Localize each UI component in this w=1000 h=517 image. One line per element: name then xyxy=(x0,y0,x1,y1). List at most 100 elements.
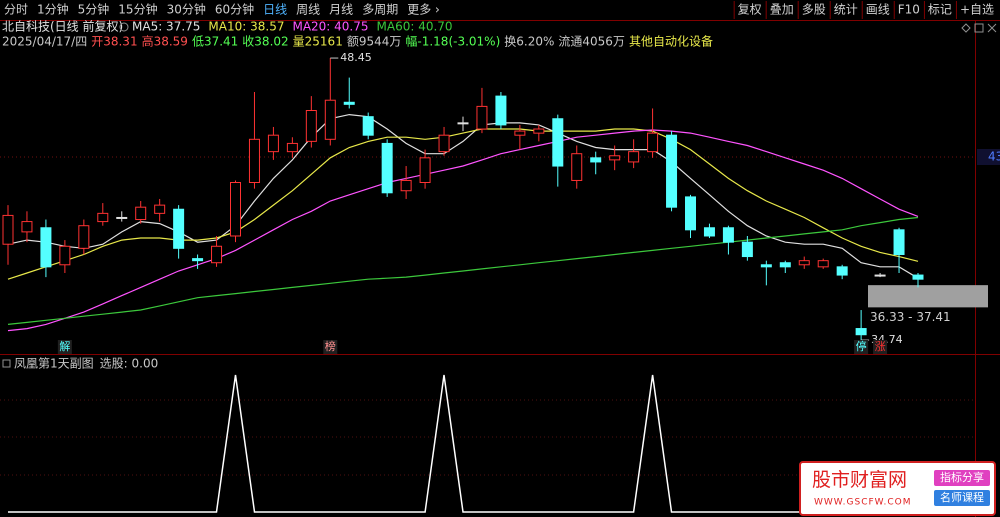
tab[interactable]: 多周期 xyxy=(362,3,398,17)
candle-body xyxy=(817,260,829,268)
candle-body xyxy=(741,241,753,258)
tool-button[interactable]: 标记 xyxy=(928,3,952,17)
candle-body xyxy=(211,245,223,264)
quote-info: 量25161 xyxy=(293,35,343,49)
quote-info: 其他自动化设备 xyxy=(629,35,713,49)
watermark-tag: 指标分享 xyxy=(940,470,984,484)
range-label: 36.33 - 37.41 xyxy=(870,310,951,324)
candle-body xyxy=(248,138,260,184)
candle-body xyxy=(893,229,905,255)
candle-body xyxy=(836,266,848,276)
candle-body xyxy=(267,134,279,153)
candle-body xyxy=(21,221,33,233)
candle-body xyxy=(381,142,393,194)
candle-body xyxy=(685,196,696,231)
ma-legend: MA60: 40.70 xyxy=(377,20,453,34)
quote-info: 流通4056万 xyxy=(558,35,625,49)
candle-body xyxy=(571,153,583,181)
candle-body xyxy=(2,214,14,245)
tool-button[interactable]: 统计 xyxy=(834,3,858,17)
event-marker[interactable]: 榜 xyxy=(325,339,336,353)
quote-info: 2025/04/17/四 xyxy=(2,35,87,49)
candle-body xyxy=(552,118,564,167)
tool-button[interactable]: F10 xyxy=(898,3,920,17)
stock-title: 北自科技(日线 前复权) xyxy=(2,19,123,34)
event-marker[interactable]: 解 xyxy=(59,339,70,353)
watermark-title: 股市财富网 xyxy=(812,469,907,491)
event-marker-box[interactable] xyxy=(854,340,869,354)
tab[interactable]: 30分钟 xyxy=(167,2,206,17)
tool-button[interactable]: 叠加 xyxy=(770,3,794,17)
candle-body xyxy=(703,227,715,237)
y-tick-box xyxy=(977,148,1000,165)
ma-line xyxy=(7,129,919,332)
range-box xyxy=(868,285,988,308)
candle-body xyxy=(59,245,71,266)
ma-line xyxy=(7,216,919,325)
quote-info: 换6.20% xyxy=(504,35,554,49)
candle-body xyxy=(855,328,867,336)
ma-legend: MA10: 38.57 xyxy=(208,20,284,34)
watermark-tag: 名师课程 xyxy=(940,490,984,504)
candle-body xyxy=(779,262,791,268)
candle-body xyxy=(324,99,336,140)
event-marker[interactable]: 涨 xyxy=(875,340,886,353)
candle-body xyxy=(305,110,317,142)
icon-restore[interactable] xyxy=(974,23,984,33)
watermark-url: WWW.GSCFW.COM xyxy=(814,498,912,508)
ma-legend: MA5: 37.75 xyxy=(132,20,200,34)
candle-body xyxy=(760,264,772,268)
tool-button[interactable]: +自选 xyxy=(960,3,994,17)
tab[interactable]: 更多 › xyxy=(407,3,440,17)
tab[interactable]: 1分钟 xyxy=(37,2,69,17)
candle-body xyxy=(609,155,621,161)
signal-line xyxy=(8,374,918,513)
tool-button[interactable]: 复权 xyxy=(738,3,762,17)
sub-icon[interactable] xyxy=(2,359,11,368)
tool-button[interactable]: 画线 xyxy=(866,3,890,17)
quote-info: 额9544万 xyxy=(347,35,402,49)
candle-body xyxy=(798,260,810,266)
candle-body xyxy=(438,134,450,153)
candle-body xyxy=(647,132,659,153)
candle-body xyxy=(40,227,52,268)
quote-info: 开38.31 xyxy=(91,35,137,49)
candle-body xyxy=(419,157,431,184)
event-marker-box[interactable] xyxy=(323,340,338,354)
event-marker-box[interactable] xyxy=(57,340,72,354)
icon-diamond[interactable] xyxy=(961,23,971,33)
ma-line xyxy=(7,128,919,280)
settings-icon[interactable] xyxy=(119,22,129,32)
ma-line xyxy=(7,113,919,279)
candle-body xyxy=(874,274,886,277)
icon-close[interactable] xyxy=(987,23,997,33)
candle-body xyxy=(476,105,488,130)
candle-body xyxy=(457,122,469,125)
ma-legend: MA20: 40.75 xyxy=(292,20,368,34)
candle-body xyxy=(362,116,374,136)
event-marker-box[interactable] xyxy=(873,340,888,354)
tool-button[interactable]: 多股 xyxy=(802,3,826,17)
candle-body xyxy=(722,227,734,243)
quote-info: 幅-1.18(-3.01%) xyxy=(405,34,500,49)
tab[interactable]: 分时 xyxy=(4,3,28,17)
annotation-label: 48.45 xyxy=(340,51,372,64)
tab[interactable]: 5分钟 xyxy=(78,2,110,17)
candle-body xyxy=(116,216,128,219)
tab[interactable]: 15分钟 xyxy=(118,2,157,17)
tab[interactable]: 60分钟 xyxy=(215,2,254,17)
tab[interactable]: 周线 xyxy=(296,3,320,17)
tab[interactable]: 日线 xyxy=(263,3,287,17)
event-marker[interactable]: 停 xyxy=(856,339,867,353)
candle-body xyxy=(154,204,166,214)
tab[interactable]: 月线 xyxy=(329,3,353,17)
y-tick-label: 43 xyxy=(988,149,1000,163)
sub-title: 凤凰第1天副图 xyxy=(14,357,94,371)
quote-info: 高38.59 xyxy=(142,34,188,49)
candle-body xyxy=(912,274,924,280)
candle-body xyxy=(97,212,109,223)
candle-body xyxy=(230,182,241,237)
candle-body xyxy=(628,151,640,163)
